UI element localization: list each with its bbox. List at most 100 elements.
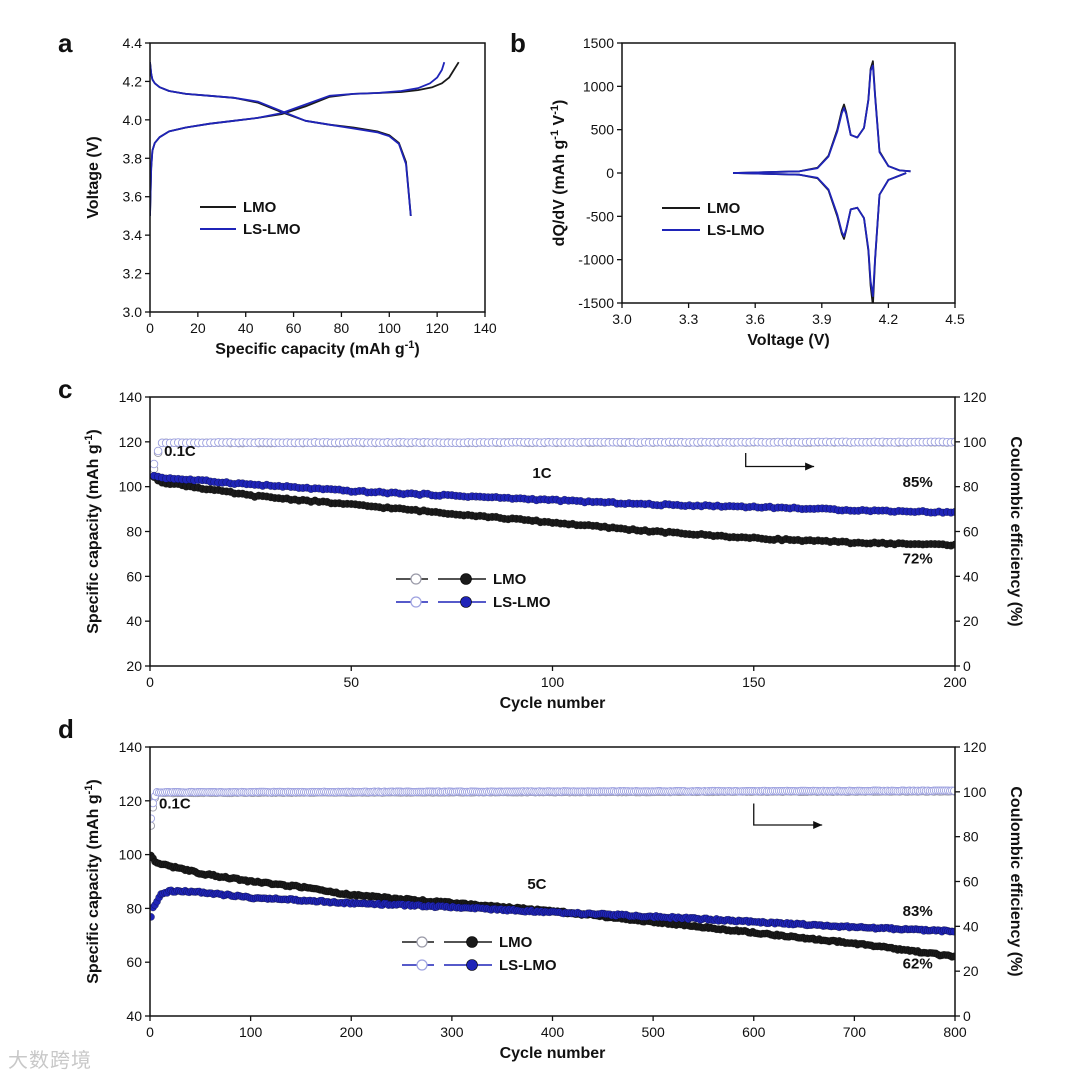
- series-lmo-capacity: [150, 473, 955, 550]
- legend-item-ls-lmo: LS-LMO: [662, 222, 765, 239]
- y2-tick-label: 40: [963, 918, 979, 934]
- x-tick-label: 300: [440, 1024, 464, 1040]
- y2-tick-label: 20: [963, 963, 979, 979]
- y-axis-title-sup: -1: [83, 785, 95, 795]
- y-tick-label: 120: [119, 793, 143, 809]
- annotation: 85%: [903, 474, 933, 491]
- data-point: [150, 913, 155, 921]
- panel-c: c0 50 100 150 200204060801001201400204060801…: [58, 374, 1024, 712]
- legend-hollow-marker: [416, 936, 428, 948]
- series-ls-lmo-efficiency: [150, 786, 955, 823]
- plot-area: [150, 437, 955, 550]
- y2-tick-label: 120: [963, 739, 987, 755]
- y-tick-label: 500: [591, 122, 615, 138]
- y-axis-title: Voltage (V): [85, 136, 102, 218]
- x-tick-label: 400: [541, 1024, 565, 1040]
- watermark: 大数跨境: [8, 1048, 92, 1072]
- legend-label: LMO: [707, 200, 741, 217]
- y2-axis-title: Coulombic efficiency (%): [1007, 786, 1024, 976]
- y2-tick-label: 0: [963, 1008, 971, 1024]
- legend-item-lmo: LMO: [402, 934, 533, 951]
- annotation: 0.1C: [164, 443, 196, 460]
- x-tick-label: 600: [742, 1024, 766, 1040]
- x-axis-title-end: ): [414, 341, 419, 358]
- series-ls-lmo-curve-2: [150, 62, 412, 216]
- plot-area: [732, 60, 911, 303]
- legend-filled-marker: [460, 596, 472, 608]
- arrow-line: [753, 803, 823, 826]
- series-ls-lmo-efficiency: [150, 437, 955, 469]
- y-axis-title: dQ/dV (mAh g-1 V-1): [549, 100, 568, 247]
- x-tick-label: 20: [190, 320, 206, 336]
- y2-tick-label: 60: [963, 874, 979, 890]
- y2-tick-label: 80: [963, 479, 979, 495]
- y-tick-label: 3.0: [123, 304, 143, 320]
- y-tick-label: 4.4: [123, 35, 143, 51]
- y-axis-title-end: ): [85, 429, 102, 434]
- series-ls-lmo-capacity: [150, 471, 955, 517]
- x-tick-label: 3.9: [812, 311, 832, 327]
- plot-area: [150, 786, 955, 961]
- legend-hollow-marker: [416, 959, 428, 971]
- x-axis-title-sup: -1: [405, 339, 415, 351]
- series-ls-lmo-capacity: [150, 886, 955, 936]
- y2-tick-label: 20: [963, 613, 979, 629]
- x-axis-title-text: Cycle number: [500, 1045, 606, 1062]
- y-axis-title-text: Specific capacity (mAh g: [85, 444, 102, 633]
- data-point: [950, 437, 955, 447]
- data-point: [951, 540, 955, 549]
- series-lmo-capacity: [150, 851, 955, 961]
- y-tick-label: 1500: [583, 35, 614, 51]
- panel-a: a 0 20 40 60 80 100 120 140 3.0 3.2 3.4 3.6 3.8 4.0 4.2…: [58, 28, 497, 358]
- x-tick-label: 50: [343, 674, 359, 690]
- plot-frame: [149, 396, 956, 667]
- annotation: 62%: [903, 956, 933, 973]
- y-tick-label: 60: [126, 954, 142, 970]
- y-tick-label: 120: [119, 434, 143, 450]
- x-axis-title: Specific capacity (mAh g-1): [215, 339, 420, 358]
- data-point: [949, 786, 955, 795]
- y2-tick-label: 80: [963, 829, 979, 845]
- x-tick-label: 500: [641, 1024, 665, 1040]
- y2-tick-label: 120: [963, 389, 987, 405]
- data-point: [153, 446, 163, 456]
- y-axis-title: Specific capacity (mAh g-1): [83, 429, 102, 634]
- data-point: [950, 927, 955, 936]
- legend-label: LS-LMO: [499, 957, 557, 974]
- x-tick-label: 60: [286, 320, 302, 336]
- y-axis-title-text: dQ/dV (mAh g: [551, 140, 568, 247]
- x-axis-title: Cycle number: [500, 1045, 606, 1062]
- series-lmo-curve-1: [732, 60, 911, 174]
- legend-hollow-marker: [410, 573, 422, 585]
- annotation: 0.1C: [159, 795, 191, 812]
- annotation: 83%: [903, 903, 933, 920]
- y-axis-title-end: ): [551, 100, 568, 105]
- y-tick-label: 4.2: [123, 73, 143, 89]
- x-axis-title-text: Voltage (V): [747, 332, 829, 349]
- legend-label: LS-LMO: [243, 221, 301, 238]
- y-tick-label: -1500: [578, 295, 614, 311]
- legend-item-lmo: LMO: [200, 199, 277, 216]
- series-ls-lmo-curve-1: [732, 64, 911, 174]
- x-tick-label: 3.6: [745, 311, 765, 327]
- legend-label: LS-LMO: [707, 222, 765, 239]
- y-tick-label: 3.2: [123, 266, 143, 282]
- series-ls-lmo-curve-1: [150, 61, 446, 216]
- y-tick-label: 3.4: [123, 227, 143, 243]
- panel-b: b 3.0 3.3 3.6 3.9 4.2 4.5 -1500 -1000 -500 0 500 100…: [510, 28, 965, 349]
- legend-item-lmo: LMO: [662, 200, 741, 217]
- y-tick-label: 80: [126, 524, 142, 540]
- legend-label: LMO: [493, 571, 527, 588]
- legend: LMO LS-LMO: [662, 200, 765, 239]
- y-axis-title-end: ): [85, 779, 102, 784]
- x-tick-label: 3.0: [612, 311, 632, 327]
- legend-label: LMO: [243, 199, 277, 216]
- x-tick-label: 4.5: [945, 311, 965, 327]
- x-tick-label: 700: [843, 1024, 867, 1040]
- y-tick-label: 4.0: [123, 112, 143, 128]
- x-tick-label: 100: [541, 674, 565, 690]
- y-tick-label: 60: [126, 568, 142, 584]
- legend: LMO LS-LMO: [396, 571, 551, 611]
- y2-tick-label: 100: [963, 784, 987, 800]
- series-ls-lmo-curve-2: [732, 172, 907, 297]
